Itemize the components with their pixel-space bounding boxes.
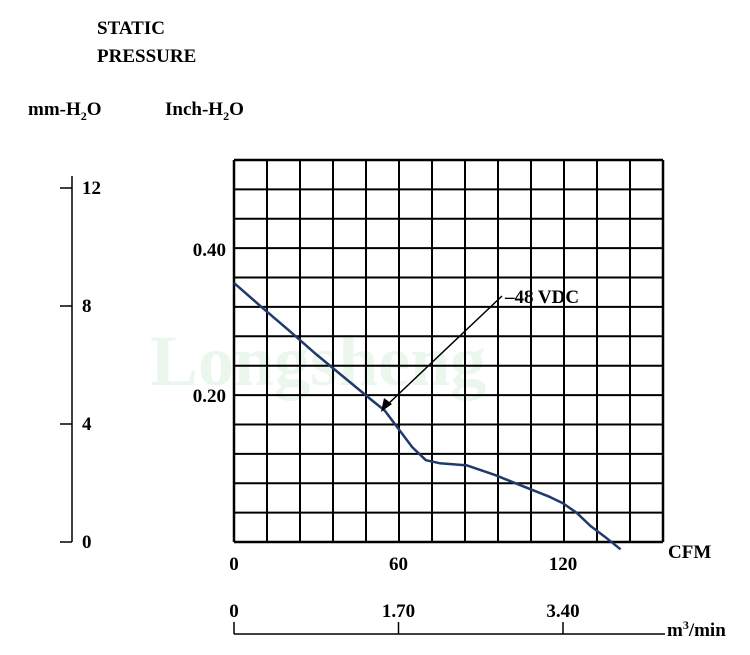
mm-tick-label: 12 xyxy=(82,178,101,199)
cfm-tick-label: 0 xyxy=(229,554,239,575)
cfm-tick-label: 60 xyxy=(389,554,408,575)
m3-tick-label: 1.70 xyxy=(382,601,415,622)
inch-tick-label: 0.20 xyxy=(193,386,226,407)
annotation-arrowhead xyxy=(381,398,392,412)
mm-tick-label: 4 xyxy=(82,414,92,435)
cfm-tick-label: 120 xyxy=(549,554,578,575)
series-annotation-label: –48 VDC xyxy=(504,287,579,308)
inch-tick-label: 0.40 xyxy=(193,240,226,261)
watermark-logo: Longsheng xyxy=(150,321,486,401)
chart-title-line1: STATIC xyxy=(97,18,165,39)
annotation-leader-line xyxy=(385,295,503,407)
mm-tick-label: 0 xyxy=(82,532,92,553)
chart-title-line2: PRESSURE xyxy=(97,46,197,67)
y-axis-label-inch: Inch-H2O xyxy=(165,99,244,123)
series-line-48vdc xyxy=(233,281,622,551)
x-axis-label-cfm: CFM xyxy=(668,542,711,563)
mm-tick-label: 8 xyxy=(82,296,92,317)
y-axis-label-mm: mm-H2O xyxy=(28,99,102,123)
m3-tick-label: 3.40 xyxy=(546,601,579,622)
m3-tick-label: 0 xyxy=(229,601,239,622)
x-axis-label-m3: m3/min xyxy=(667,618,726,641)
